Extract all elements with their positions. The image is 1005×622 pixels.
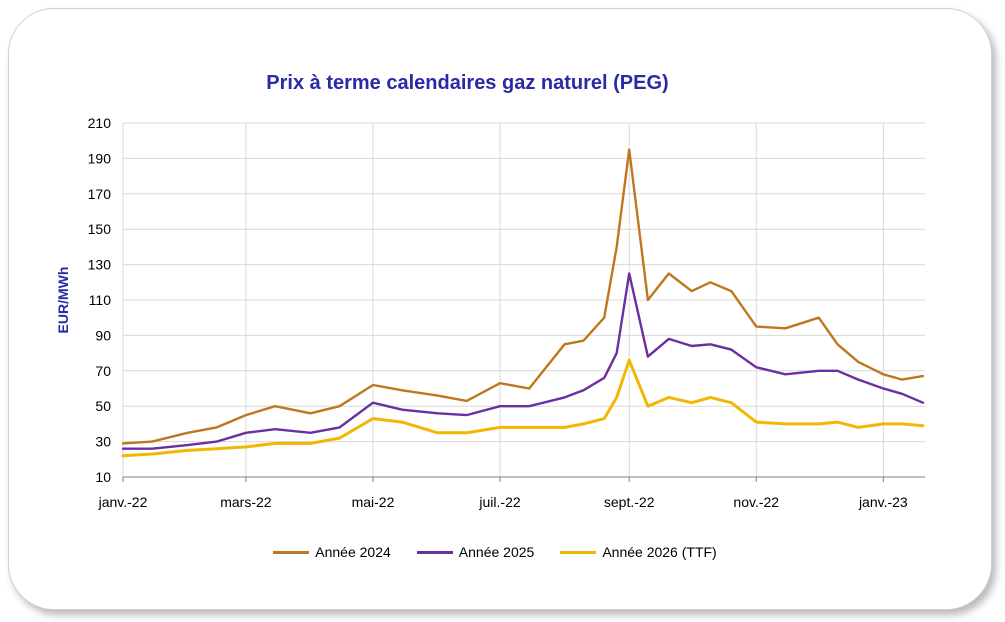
series-line-2 [121, 272, 925, 450]
y-tick-label: 150 [88, 221, 112, 237]
gridlines [122, 122, 925, 478]
y-tick-label: 130 [88, 257, 112, 273]
x-tick-label: mai-22 [352, 494, 395, 510]
legend-label: Année 2026 (TTF) [602, 544, 717, 560]
legend-label: Année 2025 [458, 544, 535, 560]
y-axis-label: EUR/MWh [55, 267, 71, 334]
series-lines [121, 148, 925, 458]
chart-title: Prix à terme calendaires gaz naturel (PE… [266, 72, 669, 94]
y-tick-label: 30 [95, 434, 111, 450]
y-tick-label: 110 [89, 292, 112, 308]
y-tick-label: 10 [95, 469, 111, 485]
y-tick-label: 70 [95, 363, 111, 379]
y-tick-label: 170 [88, 186, 112, 202]
series-line-3 [121, 358, 925, 458]
legend-item: Année 2024 [273, 544, 391, 560]
x-tick-label: janv.-23 [858, 494, 908, 510]
legend-item: Année 2026 (TTF) [560, 544, 717, 560]
x-tick-label: sept.-22 [604, 494, 655, 510]
x-tick-label: juil.-22 [478, 494, 520, 510]
legend-item: Année 2025 [416, 544, 535, 560]
legend-swatch [273, 550, 310, 554]
legend-label: Année 2024 [315, 544, 391, 560]
y-tick-label: 210 [88, 115, 112, 131]
series-line-1 [121, 148, 925, 445]
y-tick-label: 190 [88, 150, 112, 166]
x-tick-label: janv.-22 [98, 494, 148, 510]
y-tick-label: 90 [95, 327, 111, 343]
legend-swatch [416, 550, 453, 554]
legend: Année 2024 Année 2025 Année 2026 (TTF) [0, 544, 990, 560]
x-tick-label: nov.-22 [733, 494, 779, 510]
axes: 10 30 50 70 90 110 130 150 170 190 210 janv.-22 mars… [88, 115, 925, 510]
legend-swatch [560, 550, 597, 554]
y-tick-label: 50 [95, 398, 111, 414]
x-tick-label: mars-22 [220, 494, 272, 510]
